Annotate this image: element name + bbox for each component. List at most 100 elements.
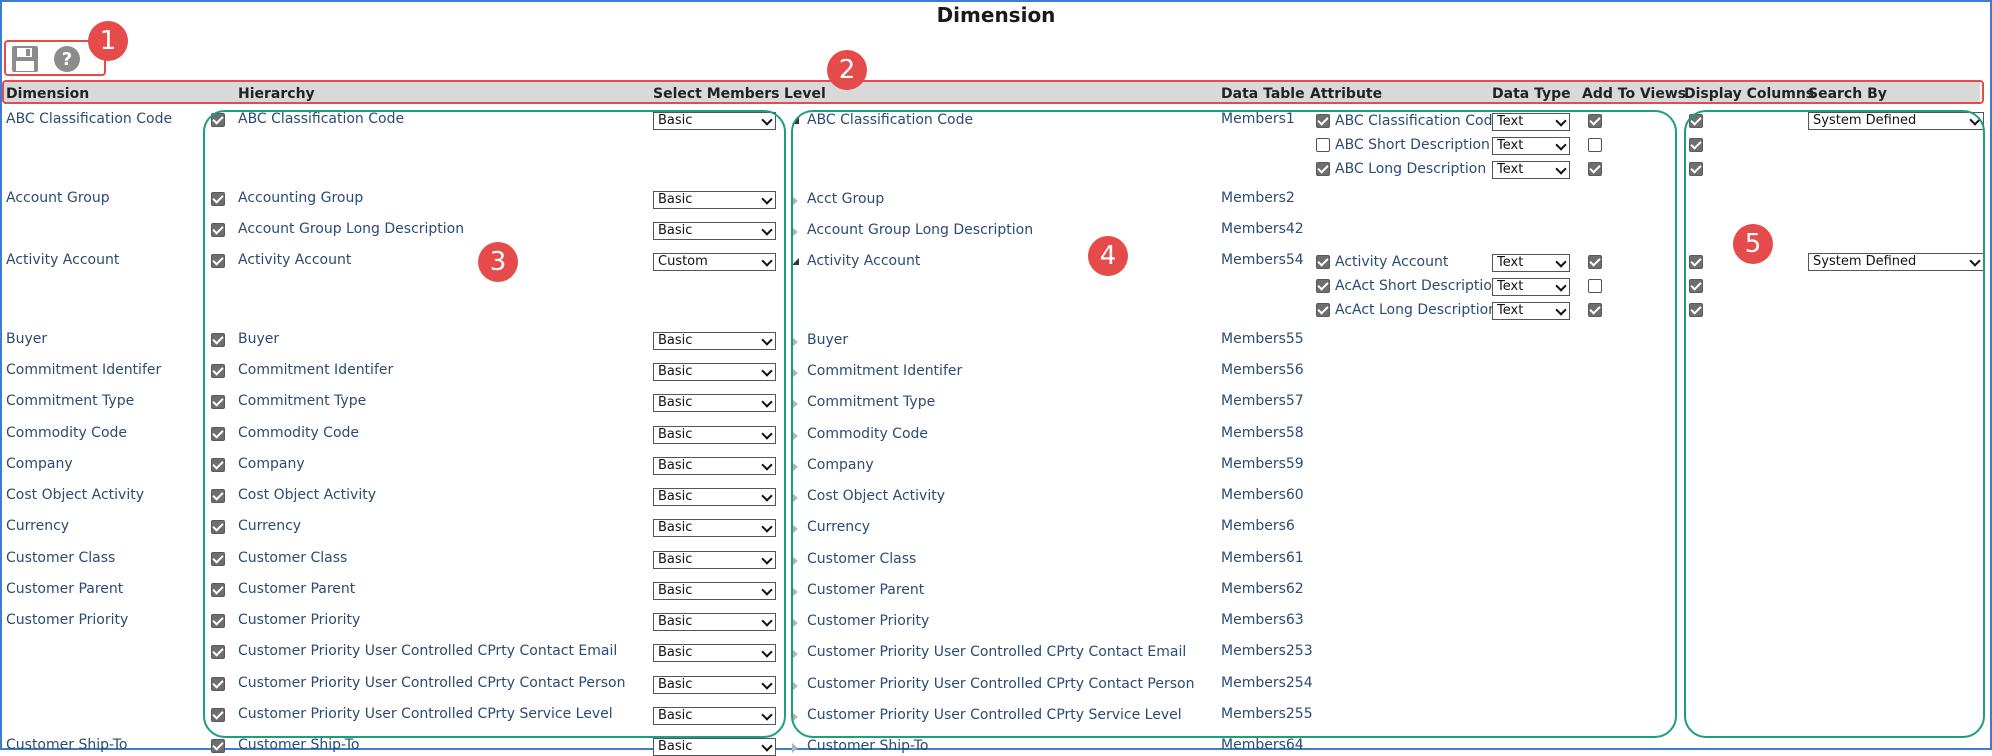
data-type-dropdown[interactable]: Text [1492,137,1570,155]
collapsed-triangle-icon[interactable] [792,196,798,206]
data-table-name: Members54 [1221,252,1304,268]
select-members-value: Basic [658,614,693,629]
data-type-value: Text [1497,114,1524,129]
add-to-views-checkbox[interactable] [1588,255,1602,269]
select-members-dropdown[interactable]: Basic [653,112,776,130]
collapsed-triangle-icon[interactable] [792,649,798,659]
level-name: Commitment Type [807,394,936,410]
display-columns-checkbox[interactable] [1689,138,1703,152]
select-members-dropdown[interactable]: Basic [653,222,776,240]
hierarchy-checkbox[interactable] [211,223,225,237]
collapsed-triangle-icon[interactable] [792,337,798,347]
col-select-members[interactable]: Select Members [653,86,780,102]
save-button[interactable] [10,44,40,74]
hierarchy-checkbox[interactable] [211,395,225,409]
hierarchy-checkbox[interactable] [211,192,225,206]
display-columns-checkbox[interactable] [1689,255,1703,269]
help-button[interactable]: ? [52,44,82,74]
expanded-triangle-icon[interactable] [792,258,799,265]
attribute-checkbox[interactable] [1316,303,1330,317]
attribute-checkbox[interactable] [1316,255,1330,269]
select-members-dropdown[interactable]: Custom [653,253,776,271]
col-data-type[interactable]: Data Type [1492,86,1571,102]
hierarchy-checkbox[interactable] [211,739,225,753]
level-name: Customer Priority User Controlled CPrty … [807,676,1195,692]
col-search-by[interactable]: Search By [1808,86,1887,102]
collapsed-triangle-icon[interactable] [792,618,798,628]
hierarchy-checkbox[interactable] [211,364,225,378]
collapsed-triangle-icon[interactable] [792,524,798,534]
hierarchy-checkbox[interactable] [211,333,225,347]
collapsed-triangle-icon[interactable] [792,399,798,409]
data-type-dropdown[interactable]: Text [1492,302,1570,320]
hierarchy-checkbox[interactable] [211,458,225,472]
data-type-dropdown[interactable]: Text [1492,161,1570,179]
select-members-dropdown[interactable]: Basic [653,488,776,506]
collapsed-triangle-icon[interactable] [792,462,798,472]
hierarchy-checkbox[interactable] [211,583,225,597]
select-members-dropdown[interactable]: Basic [653,644,776,662]
data-type-dropdown[interactable]: Text [1492,278,1570,296]
attribute-checkbox[interactable] [1316,279,1330,293]
collapsed-triangle-icon[interactable] [792,431,798,441]
attribute-checkbox[interactable] [1316,138,1330,152]
collapsed-triangle-icon[interactable] [792,681,798,691]
col-hierarchy[interactable]: Hierarchy [238,86,315,102]
add-to-views-checkbox[interactable] [1588,114,1602,128]
select-members-dropdown[interactable]: Basic [653,191,776,209]
select-members-dropdown[interactable]: Basic [653,551,776,569]
search-by-value: System Defined [1813,113,1917,128]
dimension-name: Account Group [6,190,110,206]
data-table-name: Members61 [1221,550,1304,566]
select-members-dropdown[interactable]: Basic [653,676,776,694]
select-members-dropdown[interactable]: Basic [653,394,776,412]
add-to-views-checkbox[interactable] [1588,279,1602,293]
col-add-to-views[interactable]: Add To Views [1582,86,1687,102]
display-columns-checkbox[interactable] [1689,162,1703,176]
add-to-views-checkbox[interactable] [1588,303,1602,317]
search-by-dropdown[interactable]: System Defined [1808,112,1984,130]
hierarchy-checkbox[interactable] [211,489,225,503]
hierarchy-checkbox[interactable] [211,552,225,566]
hierarchy-checkbox[interactable] [211,614,225,628]
data-type-dropdown[interactable]: Text [1492,254,1570,272]
col-dimension[interactable]: Dimension [6,86,90,102]
hierarchy-checkbox[interactable] [211,254,225,268]
display-columns-checkbox[interactable] [1689,279,1703,293]
display-columns-checkbox[interactable] [1689,303,1703,317]
data-type-dropdown[interactable]: Text [1492,113,1570,131]
col-attribute[interactable]: Attribute [1310,86,1383,102]
collapsed-triangle-icon[interactable] [792,587,798,597]
select-members-dropdown[interactable]: Basic [653,332,776,350]
select-members-value: Basic [658,192,693,207]
hierarchy-checkbox[interactable] [211,427,225,441]
data-table-name: Members2 [1221,190,1295,206]
dimension-name: Commitment Identifer [6,362,162,378]
select-members-dropdown[interactable]: Basic [653,582,776,600]
level-name: Commitment Identifer [807,363,963,379]
hierarchy-checkbox[interactable] [211,677,225,691]
add-to-views-checkbox[interactable] [1588,138,1602,152]
collapsed-triangle-icon[interactable] [792,227,798,237]
col-data-table[interactable]: Data Table [1221,86,1305,102]
attribute-checkbox[interactable] [1316,162,1330,176]
data-type-value: Text [1497,138,1524,153]
select-members-dropdown[interactable]: Basic [653,426,776,444]
collapsed-triangle-icon[interactable] [792,493,798,503]
select-members-dropdown[interactable]: Basic [653,457,776,475]
hierarchy-checkbox[interactable] [211,520,225,534]
attribute-checkbox[interactable] [1316,114,1330,128]
select-members-dropdown[interactable]: Basic [653,613,776,631]
add-to-views-checkbox[interactable] [1588,162,1602,176]
select-members-dropdown[interactable]: Basic [653,519,776,537]
collapsed-triangle-icon[interactable] [792,743,798,753]
collapsed-triangle-icon[interactable] [792,556,798,566]
col-level[interactable]: Level [784,86,826,102]
select-members-dropdown[interactable]: Basic [653,738,776,756]
hierarchy-checkbox[interactable] [211,645,225,659]
select-members-dropdown[interactable]: Basic [653,363,776,381]
collapsed-triangle-icon[interactable] [792,368,798,378]
hierarchy-name: Customer Priority User Controlled CPrty … [238,706,613,722]
col-display-columns[interactable]: Display Columns [1684,86,1815,102]
